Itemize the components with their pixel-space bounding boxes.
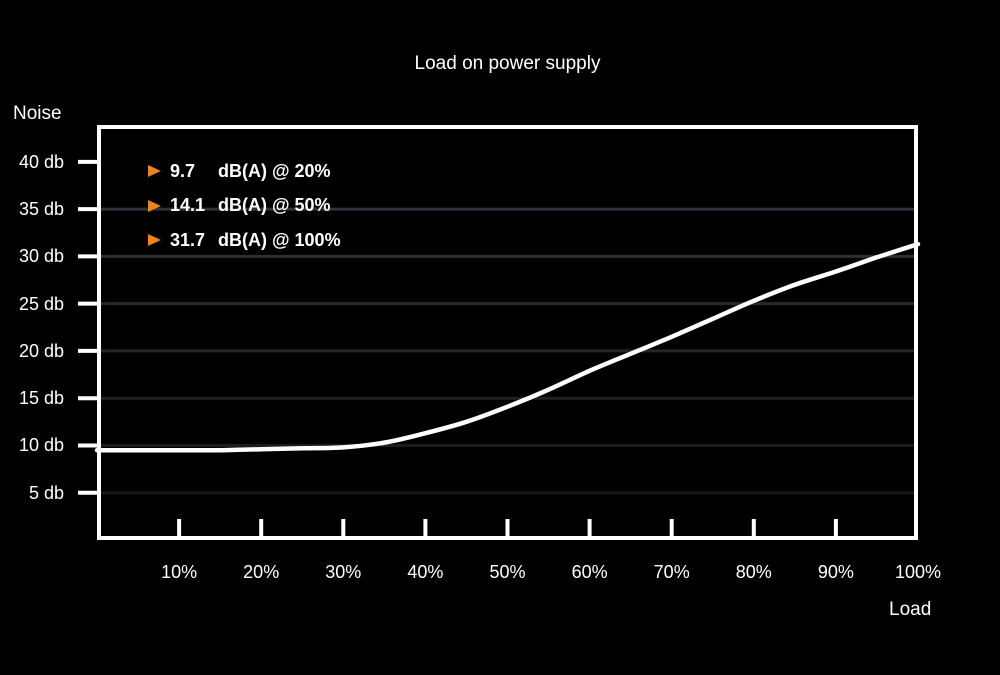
legend-text: dB(A) @ 20% <box>218 160 331 181</box>
x-tick-label: 80% <box>735 562 772 582</box>
x-tick-label: 10% <box>161 562 198 582</box>
y-tick-label: 35 db <box>18 199 64 220</box>
legend-value: 9.7 <box>170 160 196 181</box>
chart-title: Load on power supply <box>414 53 601 74</box>
x-tick-label: 50% <box>489 562 526 582</box>
plot-border <box>97 125 918 540</box>
triangle-marker-icon <box>148 234 161 246</box>
y-tick-label: 25 db <box>18 293 64 314</box>
legend-text: dB(A) @ 50% <box>218 195 331 215</box>
x-tick-label: 90% <box>817 562 854 582</box>
legend-value: 31.7 <box>170 229 206 250</box>
x-tick-label: 100% <box>894 562 942 582</box>
legend-item: 14.1 dB(A) @ 50% <box>148 195 341 217</box>
x-tick-label: 30% <box>325 562 362 582</box>
legend: 9.7 dB(A) @ 20% 14.1 dB(A) @ 50% 31.7 dB… <box>148 160 341 264</box>
x-tick-label: 60% <box>571 562 608 582</box>
y-tick-label: 10 db <box>18 435 64 456</box>
legend-value: 14.1 <box>170 195 206 215</box>
legend-text: dB(A) @ 100% <box>218 229 341 250</box>
y-tick-label: 5 db <box>28 482 64 503</box>
x-axis-title: Load <box>889 599 932 620</box>
x-tick-label: 40% <box>407 562 444 582</box>
x-tick-label: 70% <box>653 562 690 582</box>
y-tick-label: 30 db <box>18 246 64 267</box>
x-tick-label: 20% <box>243 562 280 582</box>
y-tick-label: 15 db <box>18 388 64 409</box>
y-axis-title: Noise <box>13 103 62 124</box>
noise-curve <box>94 241 921 453</box>
legend-item: 9.7 dB(A) @ 20% <box>148 160 341 182</box>
triangle-marker-icon <box>148 199 161 212</box>
y-tick-label: 40 db <box>18 151 64 172</box>
y-tick-label: 20 db <box>18 340 64 361</box>
legend-item: 31.7 dB(A) @ 100% <box>148 229 341 251</box>
triangle-marker-icon <box>148 165 161 177</box>
